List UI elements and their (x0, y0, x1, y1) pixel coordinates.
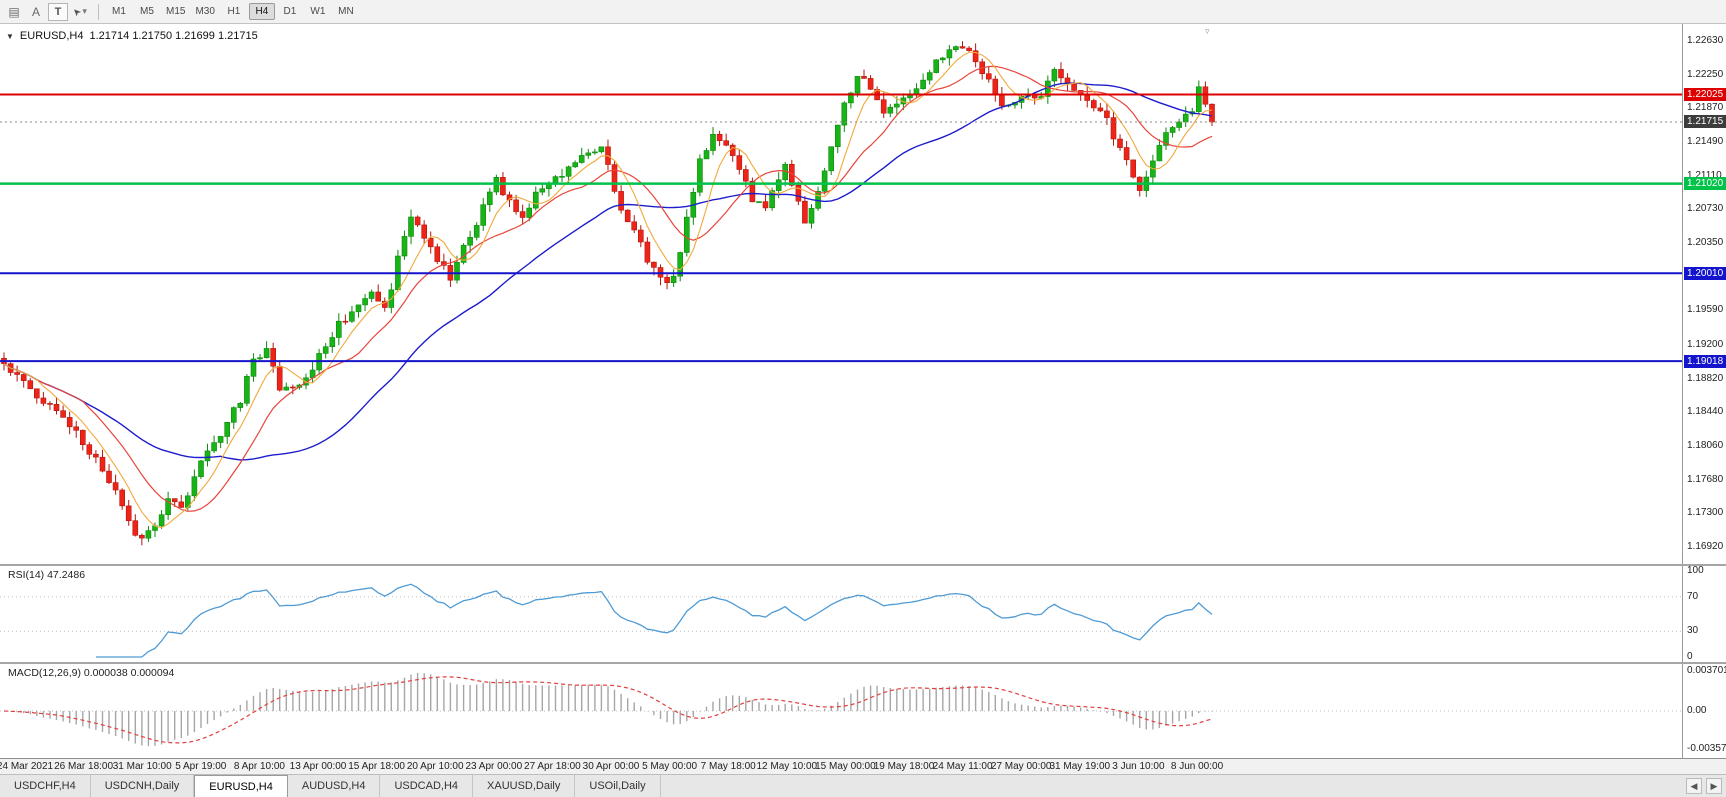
rsi-axis-label: 0 (1687, 651, 1693, 662)
price-axis-label: 1.18820 (1687, 372, 1724, 384)
chart-shift-marker: ▿ (1205, 26, 1210, 36)
tabs-scroll-right-button[interactable]: ▶ (1706, 778, 1722, 794)
time-axis-label: 31 Mar 10:00 (112, 761, 172, 772)
chart-symbol-timeframe: EURUSD,H4 (19, 30, 84, 42)
price-axis-label: 1.19590 (1687, 304, 1724, 316)
time-axis-label: 19 May 18:00 (873, 761, 935, 772)
rsi-indicator-panel[interactable]: RSI(14) 47.2486 100 70 30 0 (0, 566, 1726, 662)
toolbar-separator (98, 3, 99, 20)
time-axis-label: 3 Jun 10:00 (1112, 761, 1165, 772)
price-axis-label: 1.20350 (1687, 237, 1724, 248)
tabs-scroll-controls: ◀ ▶ (1686, 778, 1722, 794)
time-axis-label: 13 Apr 00:00 (289, 761, 347, 772)
macd-indicator-panel[interactable]: MACD(12,26,9) 0.000038 0.000094 0.003701… (0, 664, 1726, 758)
timeframe-buttons: M1 M5 M15 M30 H1 H4 D1 W1 MN (105, 3, 360, 20)
hline-price-label: 1.20010 (1684, 266, 1726, 280)
price-axis-label: 1.18060 (1687, 440, 1724, 452)
time-axis-label: 8 Apr 10:00 (233, 761, 285, 772)
price-axis-label: 1.19200 (1687, 338, 1724, 350)
time-axis-label: 15 May 00:00 (815, 761, 876, 772)
time-axis-label: 20 Apr 10:00 (406, 761, 464, 772)
time-axis-label: 24 May 11:00 (932, 761, 993, 772)
tabs-scroll-left-button[interactable]: ◀ (1686, 778, 1702, 794)
chart-tab-usdcnh-daily[interactable]: USDCNH,Daily (90, 775, 195, 797)
price-axis-label: 1.16920 (1687, 541, 1724, 553)
rsi-axis-label: 70 (1687, 590, 1699, 602)
candlestick-chart[interactable] (0, 24, 1726, 564)
timeframe-button-w1[interactable]: W1 (310, 6, 326, 17)
time-axis-label: 30 Apr 00:00 (582, 761, 640, 772)
timeframe-button-h4[interactable]: H4 (248, 3, 275, 20)
macd-axis-label: 0.003701 (1687, 665, 1726, 676)
time-axis-label: 26 Mar 18:00 (54, 761, 114, 772)
timeframe-button-d1[interactable]: D1 (283, 6, 297, 17)
timeframe-button-h1[interactable]: H1 (227, 6, 241, 17)
panel-splitter[interactable] (0, 564, 1726, 566)
time-axis-label: 27 Apr 18:00 (524, 761, 581, 772)
symbol-dropdown-icon[interactable]: ▼ (6, 31, 14, 41)
price-axis-label: 1.21110 (1687, 169, 1722, 181)
time-axis-label: 5 Apr 19:00 (175, 761, 227, 772)
chart-tab-usdcad-h4[interactable]: USDCAD,H4 (380, 775, 474, 797)
chart-header: ▼ EURUSD,H4 1.21714 1.21750 1.21699 1.21… (6, 30, 258, 42)
text-tool-button[interactable]: A (31, 4, 40, 19)
macd-histogram-chart[interactable] (0, 664, 1726, 758)
price-axis-label: 1.18440 (1687, 406, 1724, 418)
timeframe-button-mn[interactable]: MN (338, 6, 354, 17)
price-scale[interactable]: 1.22630 1.22250 1.21870 1.21490 1.21110 1.207… (1682, 24, 1726, 564)
time-axis-label: 15 Apr 18:00 (348, 761, 405, 772)
price-chart-panel[interactable]: ▼ EURUSD,H4 1.21714 1.21750 1.21699 1.21… (0, 24, 1726, 564)
macd-axis-label: 0.00 (1687, 705, 1707, 716)
timeframe-button-m30[interactable]: M30 (195, 6, 215, 17)
shape-tool-button[interactable]: T (48, 2, 68, 21)
time-axis-label: 24 Mar 2021 (0, 761, 54, 772)
toolbar: ▤ A T ➤ ▾ M1 M5 M15 M30 H1 H4 D1 W1 MN (0, 0, 1726, 24)
chart-ohlc-values: 1.21714 1.21750 1.21699 1.21715 (89, 30, 258, 42)
rsi-axis-label: 100 (1687, 566, 1704, 576)
price-axis-label: 1.17300 (1687, 507, 1724, 519)
time-axis-label: 8 Jun 00:00 (1170, 761, 1224, 772)
timeframe-button-m5[interactable]: M5 (140, 6, 154, 17)
chart-tab-usoil-daily[interactable]: USOil,Daily (575, 775, 661, 797)
timeframe-button-m1[interactable]: M1 (112, 6, 126, 17)
hline-price-label: 1.21020 (1684, 177, 1726, 191)
chevron-down-icon: ▾ (82, 6, 87, 16)
chart-tab-usdchf-h4[interactable]: USDCHF,H4 (0, 775, 91, 797)
panel-splitter[interactable] (0, 662, 1726, 664)
current-price-label: 1.21715 (1684, 115, 1726, 129)
hline-price-label: 1.19018 (1684, 354, 1726, 368)
rsi-axis-label: 30 (1687, 625, 1699, 637)
time-axis-label: 7 May 18:00 (700, 761, 756, 772)
cursor-tool-button[interactable]: ➤ ▾ (70, 3, 90, 21)
time-axis-label: 23 Apr 00:00 (465, 761, 523, 772)
chart-list-icon[interactable]: ▤ (8, 4, 20, 19)
time-axis-label: 27 May 00:00 (990, 761, 1052, 772)
chart-tabs: USDCHF,H4 USDCNH,Daily EURUSD,H4 AUDUSD,H4 U… (0, 775, 661, 797)
price-axis-label: 1.22250 (1687, 68, 1724, 80)
price-axis-label: 1.21870 (1687, 102, 1724, 114)
price-axis-label: 1.22630 (1687, 34, 1724, 46)
chart-tab-eurusd-h4[interactable]: EURUSD,H4 (194, 775, 288, 797)
time-scale[interactable]: 24 Mar 2021 26 Mar 18:00 31 Mar 10:00 5 Apr… (0, 758, 1726, 774)
time-axis-label: 12 May 10:00 (756, 761, 818, 772)
time-axis-label: 5 May 00:00 (642, 761, 698, 772)
price-axis-label: 1.21490 (1687, 135, 1724, 147)
time-axis-label: 31 May 19:00 (1049, 761, 1111, 772)
chart-tab-audusd-h4[interactable]: AUDUSD,H4 (287, 775, 381, 797)
hline-price-label: 1.22025 (1684, 87, 1726, 101)
rsi-line-chart[interactable] (0, 566, 1726, 662)
price-axis-label: 1.20730 (1687, 203, 1724, 215)
chart-tab-xauusd-daily[interactable]: XAUUSD,Daily (473, 775, 576, 797)
rsi-scale[interactable]: 100 70 30 0 (1682, 566, 1726, 662)
rsi-indicator-label: RSI(14) 47.2486 (8, 569, 86, 581)
chart-tabs-bar: USDCHF,H4 USDCNH,Daily EURUSD,H4 AUDUSD,H4 U… (0, 774, 1726, 797)
price-axis-label: 1.17680 (1687, 473, 1724, 485)
timeframe-button-m15[interactable]: M15 (166, 6, 186, 17)
macd-indicator-label: MACD(12,26,9) 0.000038 0.000094 (8, 667, 175, 679)
